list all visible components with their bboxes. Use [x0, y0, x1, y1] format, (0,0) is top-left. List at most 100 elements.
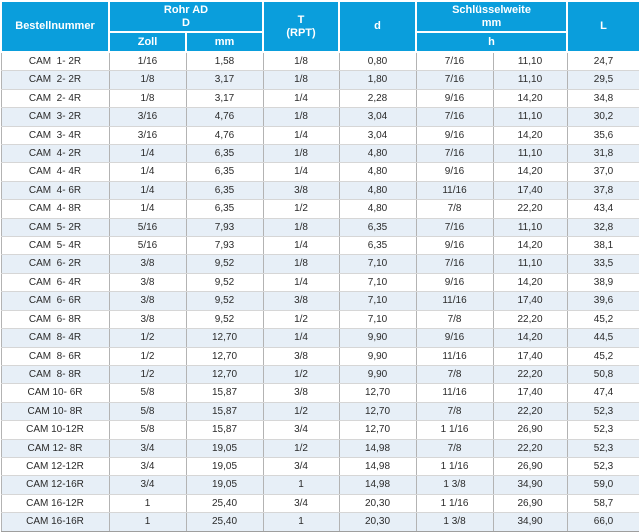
table-cell: 14,98 — [338, 475, 417, 495]
table-cell: 32,8 — [566, 218, 639, 238]
table-cell: 1/2 — [262, 402, 340, 422]
col-subheader-zoll: Zoll — [108, 31, 187, 53]
table-row: CAM 8- 6R 1/2 12,70 3/8 9,90 11/16 17,40 45,2 — [0, 347, 639, 366]
table-row: CAM 6- 6R 3/8 9,52 3/8 7,10 11/16 17,40 39,6 — [0, 291, 639, 311]
table-cell: 7/8 — [415, 199, 494, 219]
table-row: CAM 3- 2R 3/16 4,76 1/8 3,04 7/16 11,10 30,2 — [0, 107, 639, 127]
table-cell: 1/4 — [262, 236, 340, 256]
table-cell: 9,52 — [185, 291, 264, 311]
table-cell: 7/16 — [415, 218, 494, 238]
table-cell: 3/8 — [262, 181, 340, 201]
table-cell: 1,80 — [338, 70, 417, 90]
table-cell: 20,30 — [338, 494, 417, 514]
table-cell: 9,52 — [185, 273, 264, 293]
table-cell: 9/16 — [415, 162, 494, 182]
table-row: CAM 16-12R 1 25,40 3/4 20,30 1 1/16 26,90 58,7 — [0, 494, 639, 514]
table-cell: 7,10 — [338, 291, 417, 311]
table-cell: 9,52 — [185, 310, 264, 330]
table-cell: 14,20 — [492, 89, 568, 109]
table-cell: 3,04 — [338, 126, 417, 146]
table-row: CAM 10-12R 5/8 15,87 3/4 12,70 1 1/16 26,90 52,… — [0, 420, 639, 440]
table-cell: 6,35 — [338, 236, 417, 256]
table-cell: 9/16 — [415, 89, 494, 109]
col-header-schluesselweite-line1: Schlüsselweite — [452, 3, 531, 16]
table-row: CAM 1- 2R 1/16 1,58 1/8 0,80 7/16 11,10 24,7 — [0, 52, 639, 72]
col-header-d-label: d — [374, 20, 381, 32]
table-cell: 9,52 — [185, 254, 264, 274]
table-cell: 7/16 — [415, 107, 494, 127]
table-cell: CAM 4- 8R — [0, 199, 110, 219]
table-cell: CAM 2- 2R — [0, 70, 110, 90]
col-subheader-mm: mm — [184, 31, 265, 53]
table-cell: 9/16 — [415, 273, 494, 293]
table-cell: 11,10 — [492, 144, 568, 164]
table-cell: 9,90 — [338, 328, 417, 348]
table-cell: 52,3 — [566, 457, 639, 477]
table-cell: 4,80 — [338, 181, 417, 201]
table-row: CAM 6- 4R 3/8 9,52 1/4 7,10 9/16 14,20 38,9 — [0, 273, 639, 293]
table-cell: 7,93 — [185, 218, 264, 238]
table-cell: 12,70 — [185, 365, 264, 385]
table-cell: 11,10 — [492, 70, 568, 90]
table-row: CAM 2- 2R 1/8 3,17 1/8 1,80 7/16 11,10 29,5 — [0, 70, 639, 90]
table-row: CAM 4- 4R 1/4 6,35 1/4 4,80 9/16 14,20 37,0 — [0, 162, 639, 182]
table-row: CAM 16-16R 1 25,40 1 20,30 1 3/8 34,90 66,0 — [0, 512, 639, 532]
table-row: CAM 10- 6R 5/8 15,87 3/8 12,70 11/16 17,40 47,4 — [0, 383, 639, 403]
table-cell: 15,87 — [185, 383, 264, 403]
table-cell: 30,2 — [566, 107, 639, 127]
table-cell: 11,10 — [492, 52, 568, 72]
table-row: CAM 10- 8R 5/8 15,87 1/2 12,70 7/8 22,20 52,3 — [0, 402, 639, 422]
table-row: CAM 8- 4R 1/2 12,70 1/4 9,90 9/16 14,20 44,5 — [0, 328, 639, 348]
table-cell: 22,20 — [492, 439, 568, 458]
table-cell: 3/4 — [262, 457, 340, 477]
table-cell: 29,5 — [566, 70, 639, 90]
table-cell: CAM 16-16R — [0, 512, 110, 532]
table-cell: 17,40 — [492, 181, 568, 201]
table-cell: 0,80 — [338, 52, 417, 72]
col-header-bestellnummer: Bestellnummer — [0, 0, 110, 53]
table-cell: 19,05 — [185, 439, 264, 458]
col-header-bestellnummer-label: Bestellnummer — [15, 20, 95, 32]
table-cell: CAM 8- 4R — [0, 328, 110, 348]
table-cell: 1 1/16 — [415, 420, 494, 440]
table-cell: 1 1/16 — [415, 457, 494, 477]
table-cell: CAM 2- 4R — [0, 89, 110, 109]
table-cell: CAM 6- 8R — [0, 310, 110, 330]
table-cell: 2,28 — [338, 89, 417, 109]
table-row: CAM 12- 8R 3/4 19,05 1/2 14,98 7/8 22,20 52,3 — [0, 439, 639, 458]
table-cell: 7/8 — [415, 402, 494, 422]
table-cell: 11/16 — [415, 291, 494, 311]
table-cell: CAM 10- 8R — [0, 402, 110, 422]
table-cell: 6,35 — [185, 181, 264, 201]
table-cell: 1/8 — [262, 218, 340, 238]
table-cell: 25,40 — [185, 512, 264, 532]
table-cell: 24,7 — [566, 52, 639, 72]
table-cell: 14,20 — [492, 126, 568, 146]
table-cell: 34,8 — [566, 89, 639, 109]
table-cell: 1/8 — [262, 254, 340, 274]
table-row: CAM 12-12R 3/4 19,05 3/4 14,98 1 1/16 26,90 52,… — [0, 457, 639, 477]
table-cell: 5/8 — [108, 402, 187, 422]
table-cell: 17,40 — [492, 383, 568, 403]
table-cell: CAM 10- 6R — [0, 383, 110, 403]
table-cell: 1/16 — [108, 52, 187, 72]
table-cell: 3/8 — [108, 254, 187, 274]
table-cell: 34,90 — [492, 475, 568, 495]
table-cell: 9,90 — [338, 365, 417, 385]
table-cell: 1/2 — [262, 439, 340, 458]
table-row: CAM 2- 4R 1/8 3,17 1/4 2,28 9/16 14,20 34,8 — [0, 89, 639, 109]
table-cell: 1 — [108, 512, 187, 532]
table-cell: 11,10 — [492, 254, 568, 274]
table-cell: 1/8 — [262, 70, 340, 90]
table-cell: 15,87 — [185, 402, 264, 422]
table-cell: 1/2 — [108, 365, 187, 385]
table-cell: 1/4 — [262, 126, 340, 146]
table-cell: 7,10 — [338, 254, 417, 274]
table-cell: 5/16 — [108, 218, 187, 238]
table-cell: 1/8 — [262, 107, 340, 127]
table-cell: 33,5 — [566, 254, 639, 274]
table-cell: 19,05 — [185, 457, 264, 477]
table-cell: 22,20 — [492, 310, 568, 330]
table-cell: 7/16 — [415, 144, 494, 164]
table-cell: 3/16 — [108, 107, 187, 127]
